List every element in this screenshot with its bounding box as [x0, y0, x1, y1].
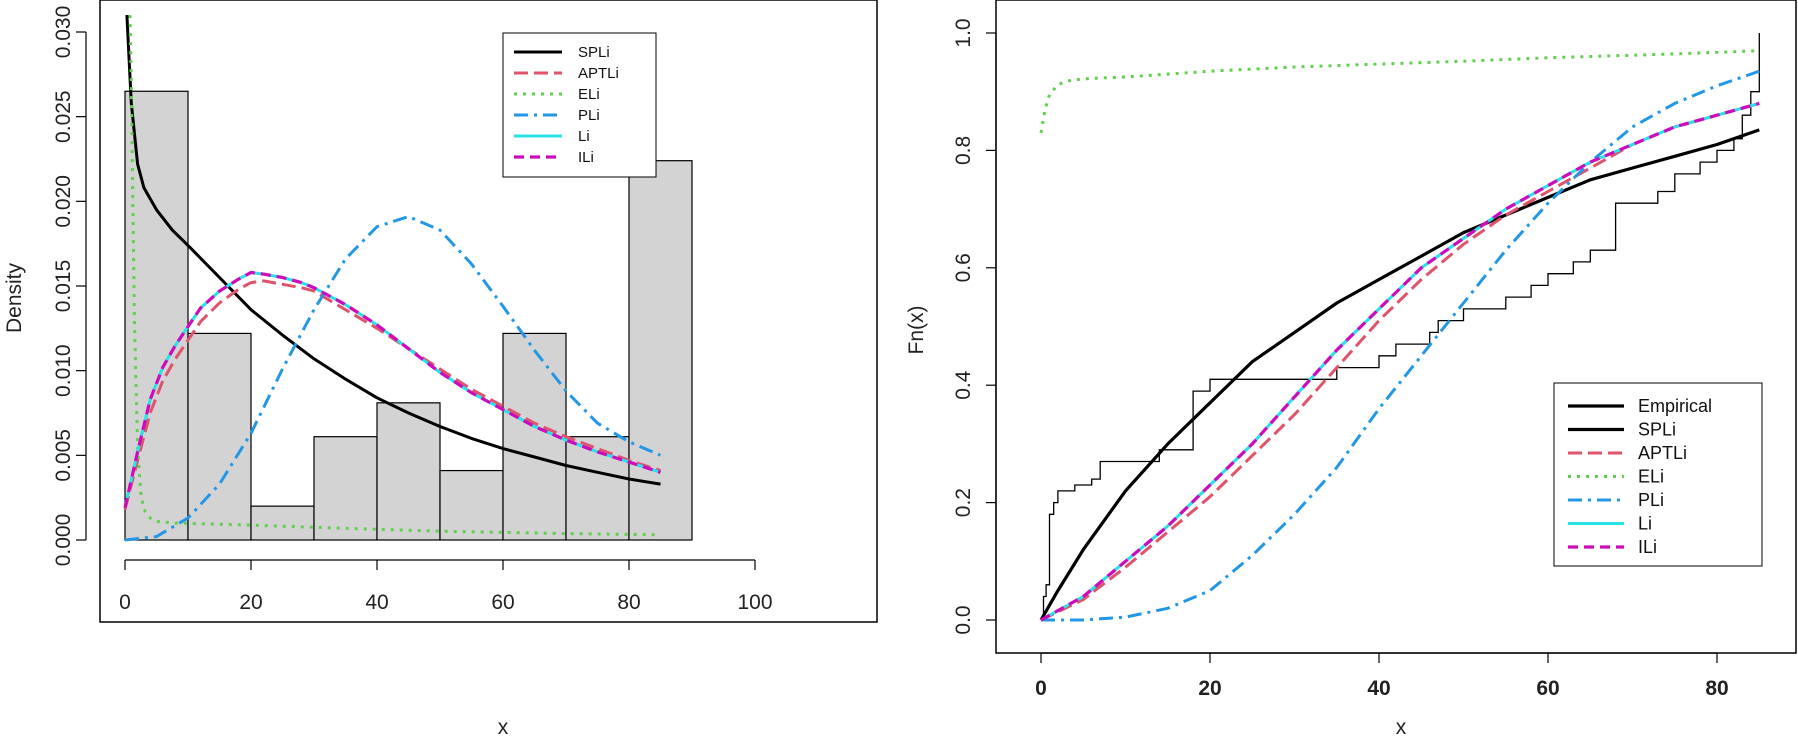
left-legend-label-pli: PLi — [578, 107, 600, 124]
left-y-tick-label: 0.000 — [52, 514, 75, 567]
left-x-tick-label: 0 — [119, 591, 131, 614]
left-y-tick-label: 0.015 — [52, 260, 75, 313]
right-x-tick-label: 80 — [1705, 677, 1728, 700]
right-curve-ili — [1040, 101, 1760, 622]
left-y-tick-label: 0.010 — [52, 344, 75, 397]
right-y-tick-label: 0.6 — [952, 253, 975, 282]
right-y-tick-label: 0.8 — [952, 136, 975, 165]
right-x-tick-label: 40 — [1367, 677, 1390, 700]
right-legend: Empirical SPLi APTLi ELi PLi Li ILi — [1553, 382, 1763, 567]
left-legend-box — [502, 32, 657, 178]
left-x-tick-label: 80 — [617, 591, 640, 614]
histogram-bar-6 — [439, 469, 504, 541]
left-legend-label-spli: SPLi — [578, 44, 610, 61]
right-legend-label-pli: PLi — [1638, 490, 1664, 510]
left-y-axis-title: Density — [3, 262, 26, 333]
left-axes: 0 20 40 60 80 100 0.000 0.005 0.010 0.015 0.020 0.0… — [52, 6, 773, 614]
histogram-bars — [124, 90, 693, 541]
right-curve-empirical — [1041, 33, 1760, 621]
left-plot-frame — [99, 0, 878, 623]
left-y-tick-label: 0.005 — [52, 429, 75, 482]
right-x-axis-title: x — [1396, 716, 1407, 737]
left-x-tick-label: 40 — [365, 591, 388, 614]
right-y-tick-label: 0.0 — [952, 605, 975, 634]
left-legend-label-li: Li — [578, 128, 590, 145]
left-curve-aptli — [123, 279, 661, 510]
left-legend-label-eli: ELi — [578, 86, 600, 103]
right-legend-label-empirical: Empirical — [1638, 396, 1712, 416]
left-curve-spli — [125, 15, 661, 486]
right-x-tick-label: 20 — [1198, 677, 1221, 700]
right-curve-spli — [1039, 128, 1760, 621]
histogram-bar-3 — [250, 505, 315, 541]
left-legend: SPLi APTLi ELi PLi Li ILi — [502, 32, 657, 178]
right-axes: 0 20 40 60 80 0.0 0.2 0.4 0.6 0.8 1.0 — [952, 18, 1729, 700]
right-x-tick-label: 0 — [1035, 677, 1047, 700]
left-x-tick-label: 60 — [491, 591, 514, 614]
left-x-tick-label: 20 — [239, 591, 262, 614]
left-y-tick-label: 0.020 — [52, 175, 75, 228]
left-curve-ili — [123, 270, 661, 509]
right-x-tick-label: 60 — [1536, 677, 1559, 700]
right-legend-label-spli: SPLi — [1638, 420, 1676, 440]
right-legend-label-eli: ELi — [1638, 467, 1664, 487]
density-curves — [123, 15, 662, 542]
cdf-panel: 0 20 40 60 80 0.0 0.2 0.4 0.6 0.8 1.0 Fn(x) x Empi… — [905, 0, 1797, 737]
histogram-bar-4 — [313, 436, 378, 541]
histogram-bar-9 — [628, 160, 693, 541]
right-y-tick-label: 0.4 — [952, 370, 975, 400]
density-histogram-panel: 0 20 40 60 80 100 0.000 0.005 0.010 0.015 0.020 0.0… — [3, 0, 878, 737]
left-x-axis-title: x — [498, 716, 509, 737]
right-legend-label-li: Li — [1638, 514, 1652, 534]
right-legend-label-aptli: APTLi — [1638, 443, 1687, 463]
right-legend-box — [1553, 382, 1763, 567]
left-legend-label-ili: ILi — [578, 149, 594, 166]
left-y-tick-label: 0.025 — [52, 90, 75, 143]
left-x-tick-label: 100 — [737, 591, 772, 614]
cdf-curves — [1039, 33, 1760, 622]
right-y-axis-title: Fn(x) — [905, 306, 928, 355]
left-legend-label-aptli: APTLi — [578, 65, 619, 82]
histogram-bar-2 — [187, 332, 252, 541]
left-curve-pli — [124, 215, 662, 542]
left-y-tick-label: 0.030 — [52, 6, 75, 59]
right-y-tick-label: 1.0 — [952, 18, 975, 47]
right-legend-label-ili: ILi — [1638, 537, 1657, 557]
right-curve-eli — [1039, 49, 1760, 134]
right-curve-pli — [1041, 69, 1760, 622]
right-y-tick-label: 0.2 — [952, 488, 975, 517]
